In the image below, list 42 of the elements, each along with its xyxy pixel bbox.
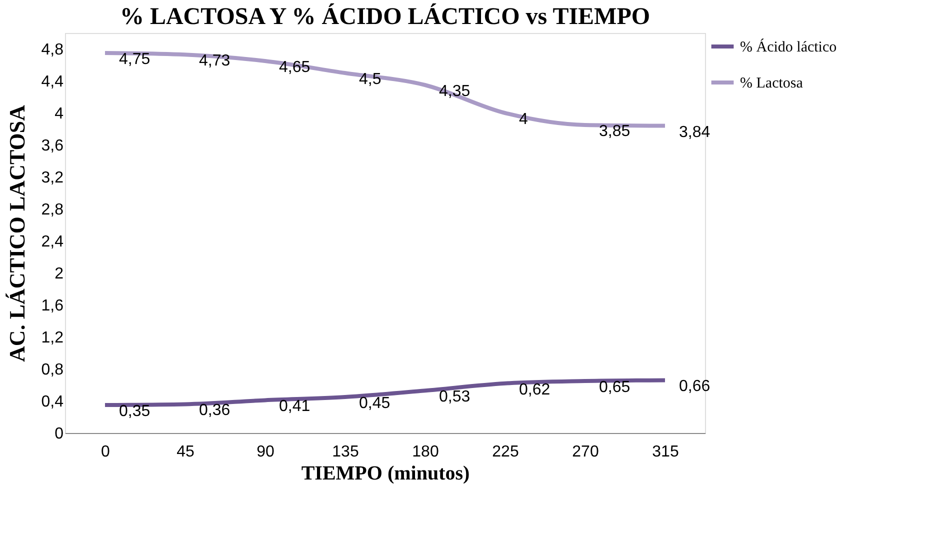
y-tick-label: 2 <box>54 266 64 282</box>
data-label: 0,65 <box>599 379 630 396</box>
x-tick-label: 0 <box>101 444 110 460</box>
data-label: 4,73 <box>199 52 230 70</box>
y-tick-label: 1,6 <box>41 298 64 314</box>
x-axis-title: TIEMPO (minutos) <box>301 462 470 484</box>
chart-title: % LACTOSA Y % ÁCIDO LÁCTICO vs TIEMPO <box>120 3 650 30</box>
x-tick-label: 90 <box>256 444 274 460</box>
data-label: 4,75 <box>119 51 150 68</box>
y-tick-label: 0 <box>54 426 64 442</box>
data-label: 0,36 <box>199 402 230 420</box>
legend-label: % Lactosa <box>740 76 804 92</box>
x-tick-label: 180 <box>412 444 439 460</box>
data-label: 0,41 <box>279 398 310 416</box>
x-tick-label: 315 <box>652 444 679 460</box>
data-label: 3,84 <box>679 124 710 141</box>
legend-label: % Ácido láctico <box>740 38 837 56</box>
y-tick-label: 1,2 <box>41 330 64 346</box>
data-label: 0,35 <box>119 403 150 420</box>
y-tick-label: 4 <box>54 106 64 122</box>
y-tick-label: 4,8 <box>41 42 64 58</box>
data-label: 0,53 <box>439 388 470 406</box>
x-tick-label: 45 <box>176 444 194 460</box>
data-label: 0,66 <box>679 378 710 396</box>
data-label: 4,65 <box>279 59 310 76</box>
y-axis-title: AC. LÁCTICO LACTOSA <box>4 104 30 362</box>
x-tick-label: 270 <box>572 444 599 460</box>
y-tick-label: 2,8 <box>41 202 64 218</box>
data-label: 4,35 <box>439 83 470 100</box>
y-tick-label: 0,4 <box>41 394 64 410</box>
y-tick-label: 3,2 <box>41 170 64 186</box>
y-tick-label: 0,8 <box>41 362 64 378</box>
data-label: 4,5 <box>359 71 382 88</box>
x-tick-label: 135 <box>332 444 359 460</box>
data-label: 0,62 <box>519 381 550 398</box>
data-label: 3,85 <box>599 123 630 140</box>
data-label: 0,45 <box>359 395 390 412</box>
y-tick-label: 4,4 <box>41 74 64 90</box>
y-tick-label: 3,6 <box>41 138 64 154</box>
x-tick-label: 225 <box>492 444 519 460</box>
y-tick-label: 2,4 <box>41 234 64 250</box>
data-label: 4 <box>519 111 528 128</box>
